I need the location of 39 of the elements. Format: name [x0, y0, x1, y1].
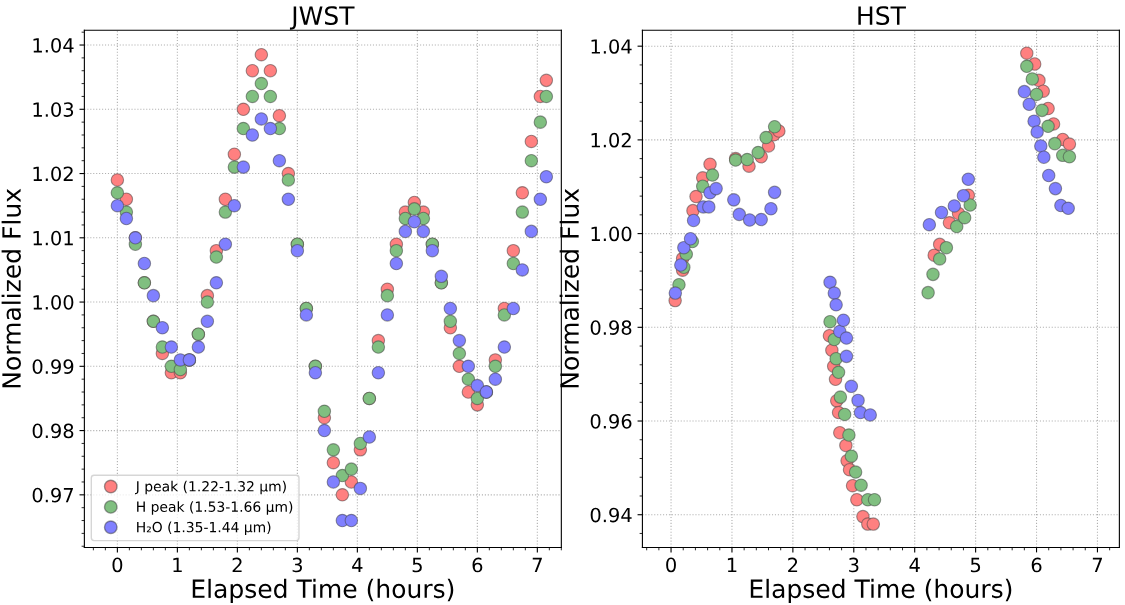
y-tick-label: 1.00 [33, 295, 74, 310]
y-tick-label: 0.94 [590, 507, 632, 523]
x-tick-label: 3 [292, 557, 302, 573]
x-axis-title: Elapsed Time (hours) [750, 578, 1012, 604]
y-tick-label: 1.02 [33, 166, 73, 182]
chart-title: HST [858, 6, 906, 26]
y-tick-label: 1.00 [591, 226, 632, 242]
chart-title: JWST [289, 6, 355, 30]
x-tick-label: 4 [352, 557, 363, 573]
x-tick-label: 1 [727, 557, 737, 573]
y-tick-label: 1.02 [591, 132, 631, 148]
y-tick-label: 1.04 [591, 39, 632, 54]
x-tick-label: 3 [849, 557, 859, 573]
y-axis-title: Normalized Flux [559, 188, 579, 388]
y-tick-label: 1.01 [33, 230, 73, 246]
x-tick-label: 6 [472, 557, 483, 573]
legend-label: H₂O (1.35-1.44 μm) [137, 521, 271, 536]
y-tick-label: 0.98 [32, 423, 74, 439]
y-tick-label: 0.96 [590, 413, 632, 429]
legend-label: H peak (1.53-1.66 μm) [137, 501, 293, 515]
y-tick-label: 1.04 [33, 37, 74, 53]
x-tick-label: 2 [788, 557, 798, 573]
x-tick-label: 0 [666, 557, 676, 573]
x-axis-title: Elapsed Time (hours) [192, 578, 454, 604]
x-tick-label: 7 [1092, 557, 1102, 573]
x-tick-label: 1 [173, 557, 182, 573]
y-tick-label: 0.99 [32, 359, 74, 374]
y-axis-title: Normalized Flux [1, 188, 21, 388]
y-tick-label: 1.03 [33, 102, 74, 117]
x-tick-label: 5 [970, 557, 981, 573]
x-tick-label: 0 [112, 557, 123, 573]
x-tick-label: 4 [909, 557, 920, 573]
x-tick-label: 6 [1031, 557, 1042, 573]
legend-label: J peak (1.22-1.32 μm) [135, 480, 286, 495]
x-tick-label: 7 [532, 557, 542, 573]
y-tick-label: 0.97 [32, 487, 73, 503]
y-tick-label: 0.98 [590, 320, 632, 335]
x-tick-label: 2 [232, 557, 242, 573]
x-tick-label: 5 [412, 557, 422, 573]
